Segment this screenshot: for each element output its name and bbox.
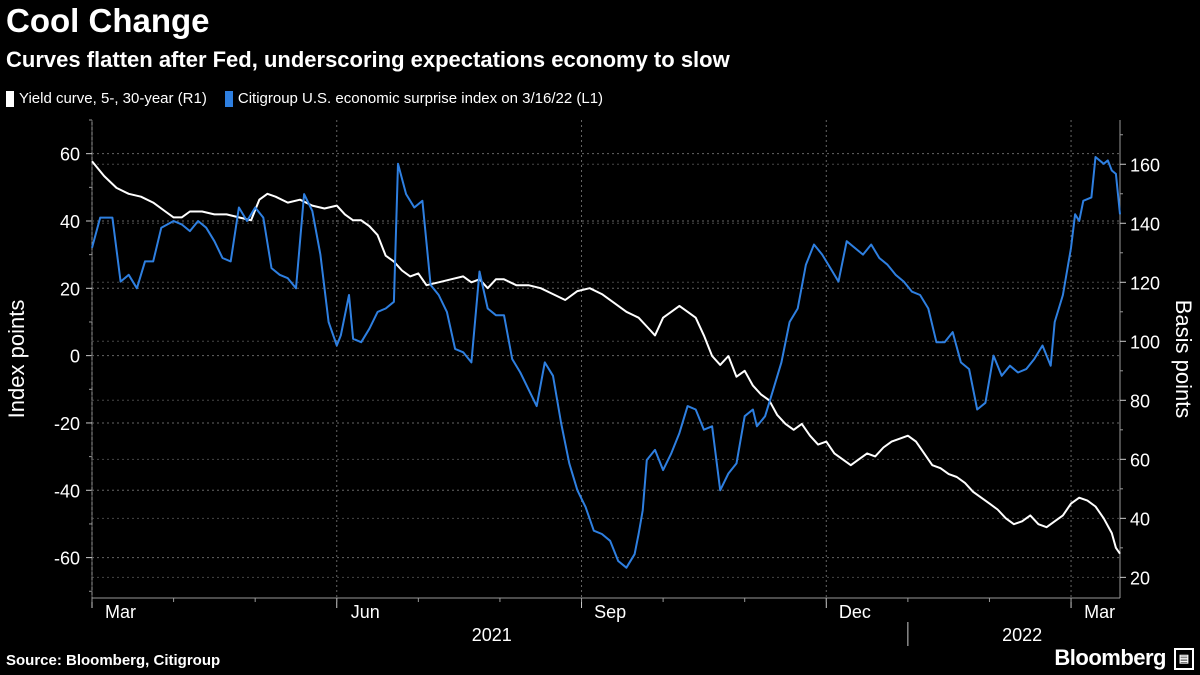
bar-chart-icon: ▤ [1174,648,1194,670]
right-tick-label: 140 [1130,214,1160,234]
left-tick-label: 60 [60,145,80,165]
left-tick-label: -40 [54,481,80,501]
right-tick-label: 60 [1130,450,1150,470]
series-line-yield-curve [91,160,1121,555]
x-tick-label: Jun [351,602,380,622]
x-tick-label: Mar [1084,602,1115,622]
legend-label-yield-curve: Yield curve, 5-, 30-year (R1) [19,90,207,107]
series-line-citigroup-surprise [91,156,1121,569]
x-tick-label: Sep [594,602,626,622]
year-label: 2022 [1002,625,1042,645]
right-tick-label: 120 [1130,273,1160,293]
right-tick-label: 20 [1130,568,1150,588]
year-label: 2021 [472,625,512,645]
left-tick-label: 0 [70,347,80,367]
right-axis-title: Basis points [1171,300,1196,419]
legend-item-yield-curve: Yield curve, 5-, 30-year (R1) [6,90,207,107]
right-tick-label: 80 [1130,391,1150,411]
left-tick-label: -20 [54,414,80,434]
left-tick-label: 40 [60,212,80,232]
source-note: Source: Bloomberg, Citigroup [6,652,221,669]
legend-swatch-blue [224,90,233,107]
legend-swatch-white [6,90,14,107]
right-tick-label: 100 [1130,332,1160,352]
legend-item-citigroup: Citigroup U.S. economic surprise index o… [224,90,604,107]
left-tick-label: 20 [60,279,80,299]
chart-subtitle: Curves flatten after Fed, underscoring e… [6,47,730,72]
bloomberg-logo: Bloomberg [1054,645,1166,670]
x-tick-label: Dec [839,602,871,622]
x-tick-label: Mar [105,602,136,622]
legend: Yield curve, 5-, 30-year (R1) Citigroup … [6,90,603,107]
chart-title: Cool Change [6,2,210,39]
right-tick-label: 40 [1130,509,1150,529]
left-tick-label: -60 [54,549,80,569]
right-tick-label: 160 [1130,155,1160,175]
left-axis-title: Index points [4,300,29,419]
legend-label-citigroup: Citigroup U.S. economic surprise index o… [237,90,604,107]
